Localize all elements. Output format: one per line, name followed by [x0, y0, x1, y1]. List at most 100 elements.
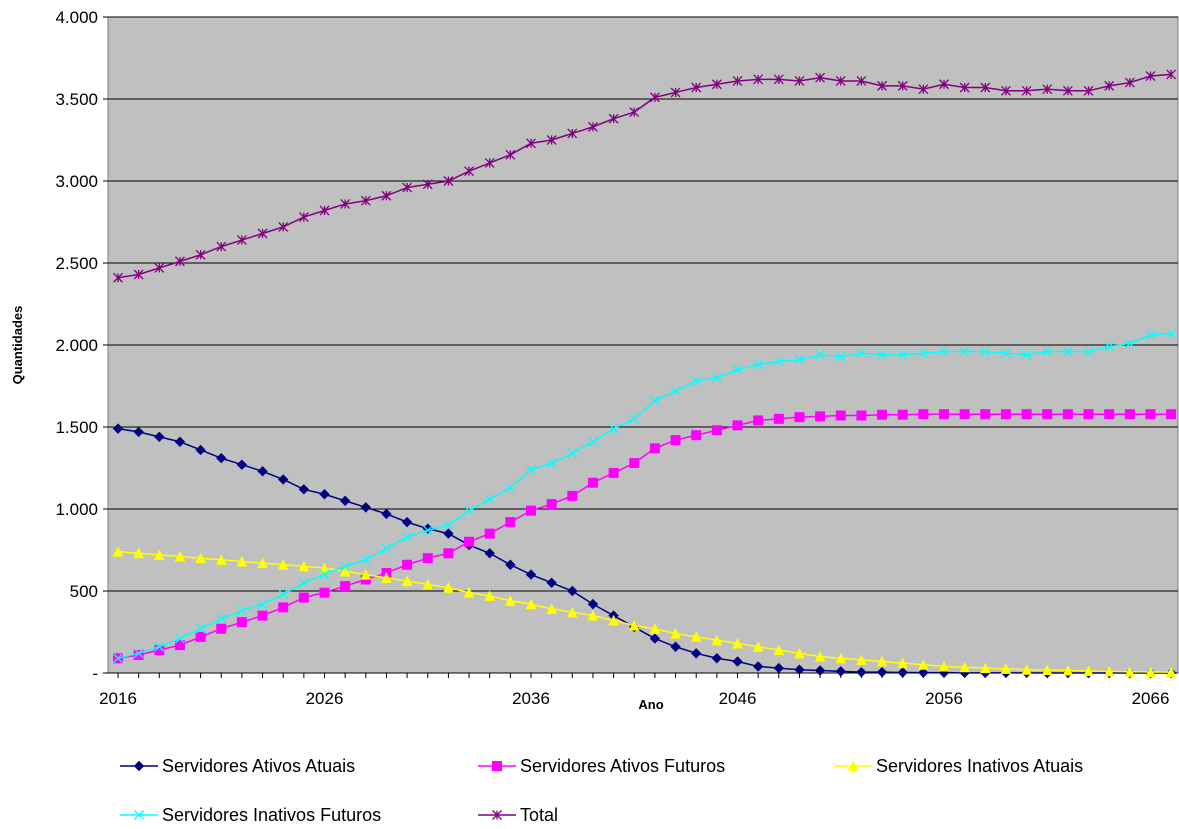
- data-point: [546, 603, 557, 615]
- data-point: [959, 661, 970, 673]
- data-point: [628, 619, 640, 631]
- data-point: [1145, 409, 1156, 420]
- data-point: [1000, 409, 1011, 420]
- data-point: [1021, 664, 1032, 675]
- data-point: [505, 517, 516, 528]
- data-point: [112, 546, 124, 557]
- data-point: [1083, 346, 1094, 357]
- data-point: [1166, 328, 1177, 339]
- data-point: [1124, 338, 1135, 349]
- data-point: [381, 508, 392, 520]
- data-point: [773, 356, 784, 367]
- legend-item: Servidores Inativos Atuais: [834, 756, 1083, 776]
- data-point: [319, 587, 330, 598]
- data-point: [174, 550, 186, 562]
- data-point: [277, 559, 289, 570]
- data-point: [608, 423, 619, 434]
- data-point: [443, 582, 454, 593]
- data-point: [897, 349, 908, 360]
- data-point: [360, 554, 371, 565]
- data-point: [815, 72, 826, 83]
- data-point: [567, 585, 578, 597]
- data-point: [463, 587, 475, 598]
- data-point: [526, 138, 536, 149]
- data-point: [174, 633, 185, 644]
- data-point: [360, 195, 371, 206]
- legend-item: Servidores Ativos Atuais: [120, 756, 355, 776]
- data-point: [319, 569, 330, 580]
- series-5: [113, 69, 1177, 283]
- y-tick-label: 2.000: [55, 336, 98, 355]
- legend-label: Servidores Ativos Atuais: [162, 756, 355, 776]
- data-point: [897, 657, 909, 669]
- data-point: [980, 409, 991, 420]
- x-tick-label: 2066: [1132, 689, 1170, 708]
- data-point: [980, 82, 991, 93]
- data-point: [298, 560, 310, 572]
- data-point: [443, 528, 454, 539]
- data-point: [278, 221, 289, 232]
- data-point: [257, 228, 268, 239]
- data-point: [587, 598, 599, 610]
- data-point: [154, 641, 165, 652]
- data-point: [195, 623, 206, 634]
- data-point: [877, 349, 888, 360]
- x-tick-label: 2026: [306, 689, 344, 708]
- data-point: [856, 654, 867, 665]
- legend-marker: [847, 760, 859, 771]
- data-point: [959, 82, 970, 93]
- data-point: [340, 561, 351, 572]
- data-point: [918, 84, 929, 95]
- data-point: [1083, 85, 1094, 96]
- data-point: [691, 376, 702, 387]
- data-point: [525, 598, 537, 610]
- data-point: [174, 640, 185, 651]
- data-point: [1083, 665, 1094, 677]
- data-point: [835, 666, 846, 677]
- data-point: [422, 553, 433, 564]
- data-point: [505, 482, 516, 493]
- data-point: [773, 74, 784, 85]
- data-point: [1104, 80, 1115, 91]
- data-point: [918, 409, 929, 420]
- data-point: [381, 543, 392, 554]
- data-point: [773, 413, 784, 424]
- data-point: [732, 420, 743, 431]
- data-point: [711, 653, 723, 664]
- data-point: [339, 565, 351, 577]
- data-point: [753, 415, 764, 426]
- data-point: [732, 637, 743, 649]
- data-point: [257, 557, 268, 569]
- series-line: [117, 413, 1172, 659]
- data-point: [794, 354, 805, 365]
- data-point: [526, 505, 536, 516]
- data-point: [154, 431, 165, 443]
- data-point: [484, 548, 495, 559]
- data-point: [649, 623, 661, 634]
- data-point: [360, 568, 372, 580]
- data-point: [1042, 84, 1053, 95]
- data-point: [402, 559, 413, 570]
- data-point: [794, 412, 805, 423]
- data-point: [835, 351, 846, 362]
- data-point: [1042, 346, 1053, 357]
- data-point: [277, 474, 289, 485]
- data-point: [505, 595, 516, 606]
- x-axis-title: Ano: [638, 697, 663, 712]
- y-tick-label: 1.500: [55, 418, 98, 437]
- data-point: [526, 464, 536, 475]
- data-point: [897, 409, 908, 420]
- data-point: [278, 602, 289, 613]
- data-point: [464, 166, 475, 177]
- data-point: [856, 76, 867, 86]
- data-point: [340, 581, 351, 592]
- data-point: [1104, 341, 1115, 352]
- data-point: [814, 665, 826, 676]
- series-line: [117, 550, 1172, 673]
- data-point: [215, 554, 227, 565]
- data-point: [216, 241, 227, 252]
- data-point: [753, 74, 764, 85]
- data-point: [484, 590, 496, 601]
- data-point: [546, 458, 557, 469]
